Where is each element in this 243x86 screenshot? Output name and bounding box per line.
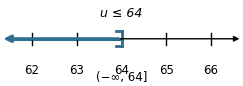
Text: (−∞, 64]: (−∞, 64]	[96, 71, 147, 84]
Text: 64: 64	[114, 64, 129, 77]
Text: 63: 63	[69, 64, 84, 77]
Text: u ≤ 64: u ≤ 64	[100, 7, 143, 20]
Text: 66: 66	[203, 64, 218, 77]
Text: 65: 65	[159, 64, 174, 77]
Text: 62: 62	[25, 64, 40, 77]
